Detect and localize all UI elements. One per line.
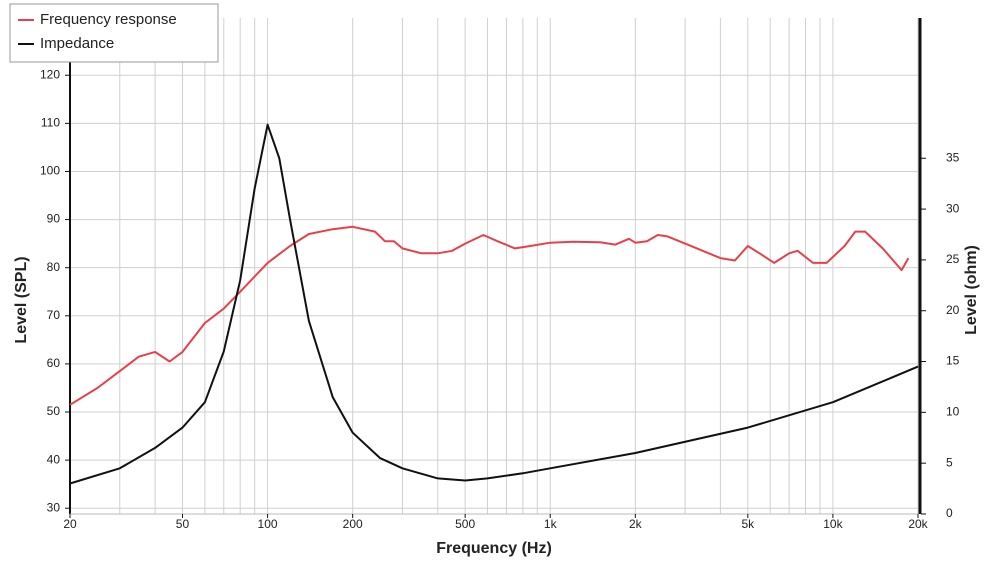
- y-tick-label: 80: [47, 260, 61, 274]
- x-tick-label: 5k: [741, 517, 755, 531]
- y2-tick-label: 15: [946, 354, 960, 368]
- y2-tick-label: 0: [946, 506, 953, 520]
- y-tick-label: 90: [47, 212, 61, 226]
- x-tick-label: 500: [455, 517, 475, 531]
- x-tick-label: 200: [343, 517, 363, 531]
- x-tick-label: 20k: [908, 517, 928, 531]
- legend-label: Frequency response: [40, 11, 177, 28]
- y-tick-label: 40: [47, 452, 61, 466]
- y2-tick-label: 25: [946, 252, 960, 266]
- legend-box: [9, 3, 219, 63]
- y2-tick-label: 30: [946, 201, 960, 215]
- y-tick-label: 50: [47, 404, 61, 418]
- y2-tick-label: 35: [946, 150, 960, 164]
- x-tick-label: 2k: [629, 517, 643, 531]
- y-tick-label: 100: [40, 164, 60, 178]
- x-tick-label: 1k: [544, 517, 558, 531]
- y2-axis-title: Level (ohm): [963, 245, 980, 335]
- y-tick-label: 60: [47, 356, 61, 370]
- y-tick-label: 110: [41, 116, 60, 130]
- y-tick-label: 120: [40, 67, 60, 81]
- legend-label: Impedance: [40, 35, 114, 52]
- series-line: [69, 123, 919, 485]
- y2-tick-label: 5: [946, 455, 953, 469]
- x-axis-title: Frequency (Hz): [436, 540, 552, 557]
- x-tick-label: 100: [258, 517, 278, 531]
- y-tick-label: 30: [47, 500, 61, 514]
- x-tick-label: 10k: [823, 517, 843, 531]
- x-tick-label: 50: [176, 517, 190, 531]
- y2-tick-label: 20: [946, 303, 960, 317]
- y-axis-title: Level (SPL): [13, 256, 30, 343]
- x-tick-label: 20: [63, 517, 77, 531]
- y-tick-label: 70: [47, 308, 61, 322]
- series-line: [69, 225, 910, 406]
- y2-tick-label: 10: [946, 405, 960, 419]
